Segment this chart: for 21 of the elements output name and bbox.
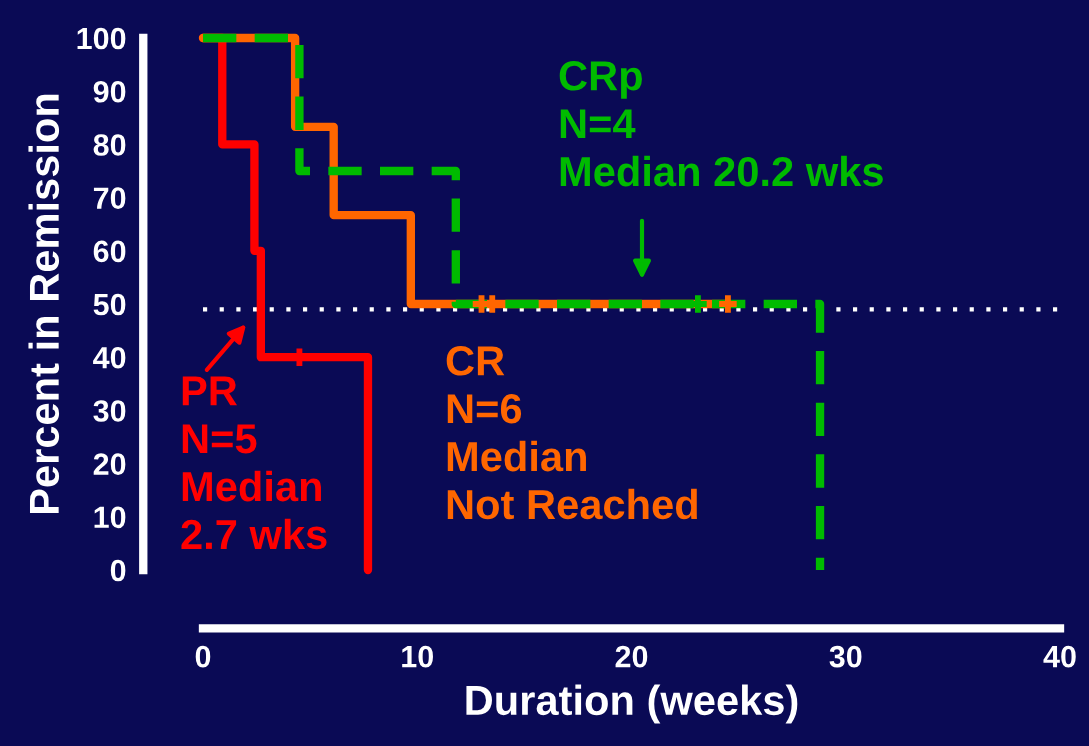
x-tick-label: 30 <box>829 645 862 668</box>
x-axis-title: Duration (weeks) <box>466 684 798 724</box>
x-tick-label: 20 <box>615 645 648 668</box>
y-tick-label: 10 <box>94 506 126 529</box>
y-tick-label: 20 <box>93 453 126 475</box>
y-tick-label: 90 <box>93 80 126 103</box>
x-tick-label: 10 <box>402 645 433 668</box>
y-tick-label: 80 <box>93 134 126 156</box>
y-axis-title: Percent in Remission <box>28 94 60 514</box>
y-tick-label: 100 <box>77 27 126 50</box>
y-tick-label: 40 <box>93 346 126 369</box>
y-tick-label: 30 <box>93 400 126 422</box>
y-tick-label: 70 <box>93 187 126 209</box>
y-tick-label: 50 <box>93 293 126 316</box>
annotation: CRp N=4 Median 20.2 wks <box>559 61 883 187</box>
annotation: PR N=5 Median 2.7 wks <box>181 376 327 550</box>
annotation: CR N=6 Median Not Reached <box>446 346 697 520</box>
x-tick-label: 40 <box>1043 645 1076 668</box>
x-tick-label: 0 <box>195 645 211 668</box>
y-tick-label: 0 <box>110 559 126 582</box>
y-tick-label: 60 <box>93 240 126 263</box>
